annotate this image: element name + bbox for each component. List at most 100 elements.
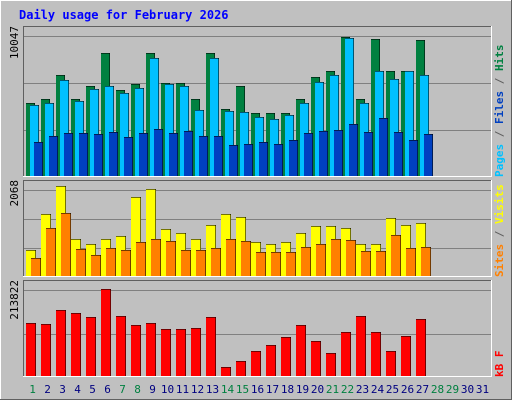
x-tick-label-12: 12 [191, 383, 204, 396]
bar-files-day-20-fill [315, 82, 324, 176]
bar-sites-day-25 [391, 235, 401, 276]
bar-sites-day-2-fill [46, 228, 56, 276]
bar-pages-day-26 [409, 140, 418, 176]
legend-pfh-part-3: / [493, 71, 506, 91]
x-tick-label-2: 2 [44, 383, 51, 396]
bar-sites-day-20 [316, 244, 326, 276]
bar-kb-day-15-fill [236, 361, 246, 376]
bar-sites-day-17 [271, 252, 281, 276]
bar-sites-day-2 [46, 228, 56, 276]
bar-sites-day-9-fill [151, 239, 161, 276]
bar-sites-day-19 [301, 247, 311, 276]
x-tick-label-17: 17 [266, 383, 279, 396]
bar-pages-day-2 [49, 136, 58, 176]
bar-sites-day-27-fill [421, 247, 431, 276]
bar-files-day-13-fill [210, 58, 219, 176]
x-tick-label-29: 29 [446, 383, 459, 396]
bar-kb-day-18-fill [281, 337, 291, 376]
bar-sites-day-5-fill [91, 255, 101, 276]
bar-files-day-8-fill [135, 88, 144, 176]
x-tick-label-23: 23 [356, 383, 369, 396]
bar-pages-day-5-fill [94, 134, 103, 176]
bar-kb-day-8 [131, 325, 141, 376]
bar-files-day-22-fill [345, 38, 354, 176]
bar-kb-day-6 [101, 289, 111, 376]
legend-sv-part-1: / [493, 224, 506, 244]
bar-files-day-7-fill [120, 93, 129, 176]
bar-sites-day-3 [61, 213, 71, 276]
x-tick-label-14: 14 [221, 383, 235, 396]
bar-pages-day-3 [64, 133, 73, 176]
bar-kb-day-11 [176, 329, 186, 376]
bar-kb-day-3-fill [56, 310, 66, 376]
bar-files-day-27-fill [420, 75, 429, 176]
x-tick-label-15: 15 [236, 383, 249, 396]
chart-panels: 10047 Pages / Files / Hits 2068 Sites / Vis… [8, 26, 506, 377]
bar-kb-day-12 [191, 328, 201, 376]
bar-sites-day-27 [421, 247, 431, 276]
bar-kb-day-4-fill [71, 313, 81, 376]
bar-kb-day-5 [86, 317, 96, 376]
bar-kb-day-14 [221, 367, 231, 376]
bar-kb-day-27 [416, 319, 426, 376]
bar-pages-day-9-fill [154, 129, 163, 176]
x-tick-label-9: 9 [149, 383, 156, 396]
bar-kb-day-9 [146, 323, 156, 376]
bar-kb-day-21-fill [326, 353, 336, 376]
bar-pages-day-8-fill [139, 133, 148, 176]
bar-kb-day-26 [401, 336, 411, 376]
bar-pages-day-23 [364, 132, 373, 176]
bar-pages-day-14-fill [229, 145, 238, 176]
panel-pfh-legend: Pages / Files / Hits [493, 45, 506, 178]
bar-kb-day-10-fill [161, 329, 171, 376]
bar-pages-day-21 [334, 130, 343, 176]
bar-files-day-6-fill [105, 86, 114, 176]
legend-sv-part-2: Visits [493, 184, 506, 224]
bar-sites-day-4-fill [76, 249, 86, 276]
bar-pages-day-25-fill [394, 132, 403, 176]
x-tick-label-1: 1 [29, 383, 36, 396]
bar-sites-day-18 [286, 252, 296, 276]
bar-kb-day-13-fill [206, 317, 216, 376]
bar-pages-day-18-fill [289, 140, 298, 176]
bar-kb-day-1 [26, 323, 36, 376]
x-axis-labels: 1 2 3 4 5 6 7 8 9 10 11 12 13 14 15 16 17 18 19 20 21 22 23 24 2… [29, 383, 489, 396]
bar-pages-day-15 [244, 144, 253, 176]
bar-sites-day-22-fill [346, 240, 356, 276]
bar-sites-day-26 [406, 248, 416, 276]
bar-kb-day-9-fill [146, 323, 156, 376]
panel-sv-legend: Sites / Visits [493, 184, 506, 277]
bar-sites-day-6 [106, 248, 116, 276]
bar-pages-day-4-fill [79, 133, 88, 176]
bar-kb-day-11-fill [176, 329, 186, 376]
series-kb [26, 289, 426, 376]
bar-pages-day-27 [424, 134, 433, 176]
bar-kb-day-5-fill [86, 317, 96, 376]
legend-pfh-part-0: Pages [493, 144, 506, 177]
x-tick-label-7: 7 [119, 383, 126, 396]
bar-kb-day-3 [56, 310, 66, 376]
bar-sites-day-10-fill [166, 241, 176, 276]
bar-files-day-21-fill [330, 75, 339, 176]
x-tick-label-28: 28 [431, 383, 444, 396]
bar-pages-day-8 [139, 133, 148, 176]
bar-files-day-25-fill [390, 79, 399, 176]
bar-pages-day-16 [259, 142, 268, 176]
bar-sites-day-21-fill [331, 239, 341, 276]
bar-sites-day-13 [211, 248, 221, 276]
panel-kb-max-label: 213822 [8, 280, 21, 320]
x-tick-label-24: 24 [371, 383, 385, 396]
legend-pfh-part-2: Files [493, 91, 506, 124]
bar-sites-day-21 [331, 239, 341, 276]
bar-kb-day-16-fill [251, 351, 261, 376]
x-tick-label-26: 26 [401, 383, 414, 396]
bar-sites-day-26-fill [406, 248, 416, 276]
bar-kb-day-13 [206, 317, 216, 376]
bar-sites-day-12 [196, 250, 206, 276]
bar-pages-day-21-fill [334, 130, 343, 176]
legend-kb-part-0: kB F [493, 351, 506, 378]
bar-pages-day-14 [229, 145, 238, 176]
legend-sv-part-0: Sites [493, 244, 506, 277]
x-tick-label-5: 5 [89, 383, 96, 396]
bar-pages-day-11 [184, 131, 193, 176]
